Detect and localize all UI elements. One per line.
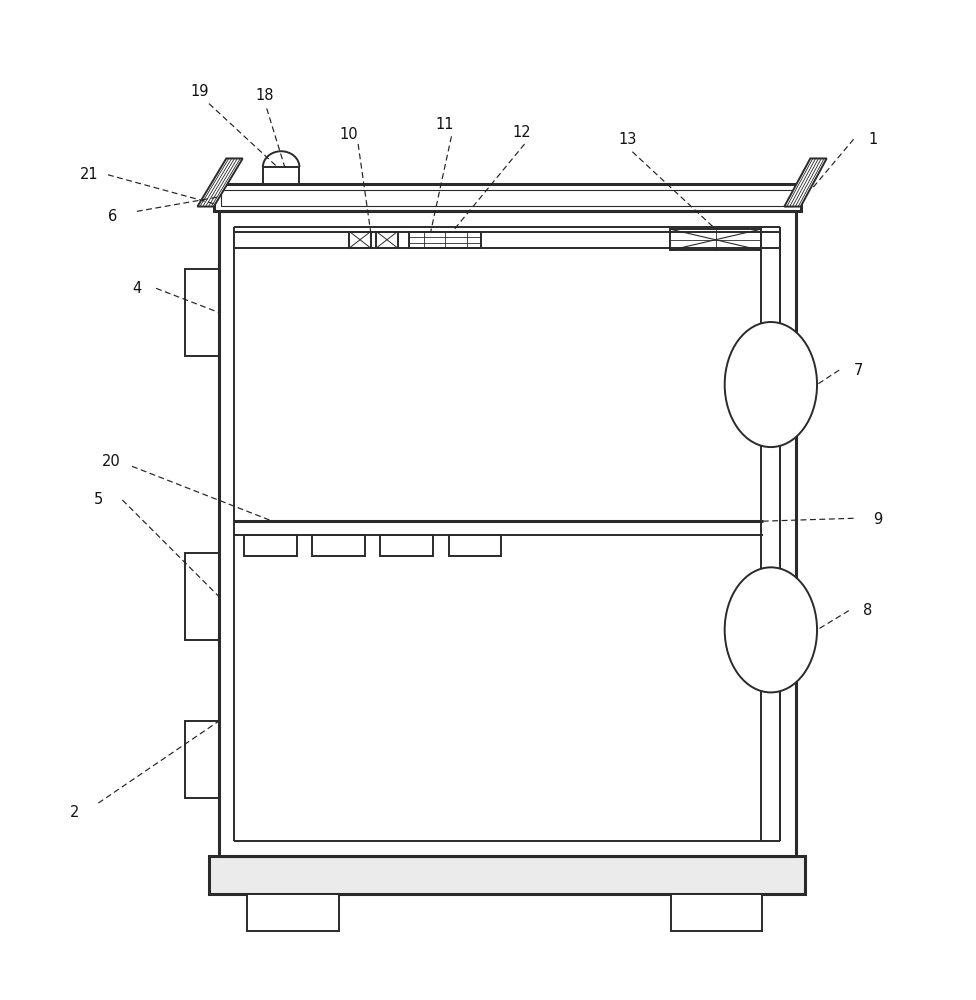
Bar xyxy=(312,535,365,556)
Bar xyxy=(222,190,793,206)
Text: 20: 20 xyxy=(102,454,120,469)
Bar xyxy=(670,229,761,250)
Text: 1: 1 xyxy=(869,132,877,147)
Text: 11: 11 xyxy=(435,117,454,132)
Bar xyxy=(349,232,371,248)
Text: 18: 18 xyxy=(256,88,274,103)
Bar xyxy=(671,894,762,931)
Text: 12: 12 xyxy=(512,125,531,140)
Bar xyxy=(248,894,339,931)
Polygon shape xyxy=(785,158,827,207)
Text: 2: 2 xyxy=(69,805,79,820)
Bar xyxy=(381,535,433,556)
Bar xyxy=(244,535,297,556)
Bar xyxy=(377,232,397,248)
Text: 8: 8 xyxy=(864,603,873,618)
Text: 19: 19 xyxy=(190,84,209,99)
Bar xyxy=(209,856,805,894)
Text: 9: 9 xyxy=(873,512,882,527)
Ellipse shape xyxy=(724,567,817,692)
Polygon shape xyxy=(197,158,243,207)
Bar xyxy=(449,535,502,556)
Bar xyxy=(184,553,219,640)
Text: 21: 21 xyxy=(79,167,98,182)
Bar xyxy=(184,269,219,356)
Bar xyxy=(409,232,481,248)
Bar xyxy=(184,721,219,798)
Text: 7: 7 xyxy=(854,363,863,378)
Ellipse shape xyxy=(724,322,817,447)
Text: 4: 4 xyxy=(132,281,142,296)
Text: 5: 5 xyxy=(94,492,103,508)
Bar xyxy=(214,184,800,211)
Text: 13: 13 xyxy=(619,132,636,147)
Text: 6: 6 xyxy=(108,209,117,224)
Text: 10: 10 xyxy=(340,127,358,142)
Bar xyxy=(263,167,300,184)
